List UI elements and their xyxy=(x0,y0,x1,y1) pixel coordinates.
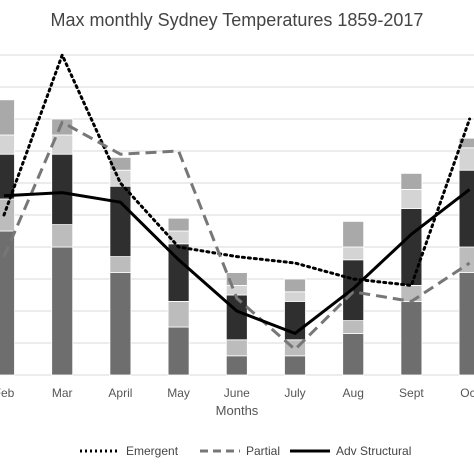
bar-segment xyxy=(109,156,132,171)
bar-segment xyxy=(225,339,248,357)
bar-segment xyxy=(225,355,248,376)
x-tick-label: Sept xyxy=(399,386,424,400)
legend-label-emergent: Emergent xyxy=(126,444,179,458)
x-tick-label: Feb xyxy=(0,386,15,400)
bar-segment xyxy=(400,284,423,302)
bar-segment xyxy=(109,185,132,257)
bar-segment xyxy=(284,355,306,376)
legend-swatch-partial xyxy=(200,449,240,453)
bar-segment xyxy=(167,326,190,376)
series-line-partial xyxy=(2,120,471,351)
legend-label-adv-structural: Adv Structural xyxy=(336,444,412,458)
bar-segment xyxy=(400,208,423,286)
bar-segment xyxy=(284,291,306,302)
bar-segment xyxy=(109,272,132,376)
x-tick-label: May xyxy=(167,386,190,400)
series-line-adv-structural xyxy=(3,188,471,335)
bar-segment xyxy=(342,220,365,248)
bar-segment xyxy=(225,294,248,341)
chart-title: Max monthly Sydney Temperatures 1859-201… xyxy=(50,10,424,30)
chart-legend: Emergent Partial Adv Structural xyxy=(0,440,474,462)
bar-segment xyxy=(400,300,423,376)
series-line-emergent xyxy=(2,53,472,287)
bar-segment xyxy=(458,272,474,376)
bar-segment xyxy=(400,188,423,209)
bar-segment xyxy=(342,332,365,376)
x-tick-label: July xyxy=(284,386,305,400)
bar-segment xyxy=(51,224,74,248)
x-tick-label: April xyxy=(108,386,132,400)
x-tick-label: Oct xyxy=(460,386,474,400)
legend-label-partial: Partial xyxy=(246,444,281,458)
x-axis-label: Months xyxy=(215,403,259,418)
legend-item-partial: Partial xyxy=(200,440,280,462)
x-tick-label: Aug xyxy=(343,386,364,400)
bar-segment xyxy=(458,147,474,171)
bar-segment xyxy=(51,246,74,376)
legend-swatch-adv-structural xyxy=(290,449,330,453)
bar-segment xyxy=(0,134,15,155)
bar-segment xyxy=(458,137,474,149)
bar-segment xyxy=(167,300,190,328)
legend-item-emergent: Emergent xyxy=(80,440,178,462)
bar-segment xyxy=(400,172,423,190)
bar-segment xyxy=(109,256,132,274)
x-tick-label: June xyxy=(224,386,250,400)
bar-segment xyxy=(342,320,365,334)
bar-segment xyxy=(342,246,365,261)
x-tick-label: Mar xyxy=(52,386,73,400)
bar-segment xyxy=(167,217,190,232)
bar-segment xyxy=(458,169,474,248)
legend-item-adv-structural: Adv Structural xyxy=(290,440,411,462)
bar-segment xyxy=(225,284,248,296)
bar-segment xyxy=(284,278,306,293)
bar-segment xyxy=(51,153,74,225)
bar-segment xyxy=(0,99,15,136)
legend-swatch-emergent xyxy=(80,449,120,453)
